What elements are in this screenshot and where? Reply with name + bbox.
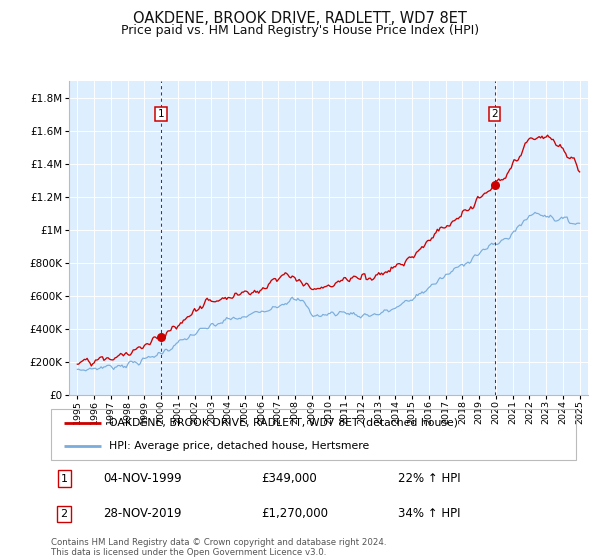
- Text: 2: 2: [491, 109, 498, 119]
- Text: Contains HM Land Registry data © Crown copyright and database right 2024.
This d: Contains HM Land Registry data © Crown c…: [51, 538, 386, 557]
- Text: 1: 1: [158, 109, 164, 119]
- Text: 1: 1: [61, 474, 68, 484]
- Text: 28-NOV-2019: 28-NOV-2019: [104, 507, 182, 520]
- Text: OAKDENE, BROOK DRIVE, RADLETT, WD7 8ET (detached house): OAKDENE, BROOK DRIVE, RADLETT, WD7 8ET (…: [109, 418, 458, 428]
- Text: 2: 2: [61, 508, 68, 519]
- Text: £349,000: £349,000: [261, 472, 317, 485]
- Text: £1,270,000: £1,270,000: [261, 507, 328, 520]
- Text: Price paid vs. HM Land Registry's House Price Index (HPI): Price paid vs. HM Land Registry's House …: [121, 24, 479, 36]
- Text: 04-NOV-1999: 04-NOV-1999: [104, 472, 182, 485]
- Text: 22% ↑ HPI: 22% ↑ HPI: [398, 472, 460, 485]
- Text: 34% ↑ HPI: 34% ↑ HPI: [398, 507, 460, 520]
- Text: OAKDENE, BROOK DRIVE, RADLETT, WD7 8ET: OAKDENE, BROOK DRIVE, RADLETT, WD7 8ET: [133, 11, 467, 26]
- Text: HPI: Average price, detached house, Hertsmere: HPI: Average price, detached house, Hert…: [109, 441, 369, 451]
